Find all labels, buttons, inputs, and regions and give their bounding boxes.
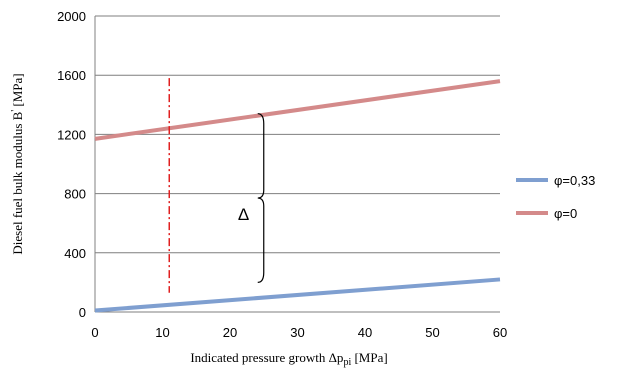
y-axis-title-unit: [MPa] [10, 73, 25, 109]
x-tick-label: 30 [290, 325, 304, 340]
y-tick-label: 1600 [57, 68, 86, 83]
legend-label: φ=0 [554, 206, 577, 221]
x-tick-label: 60 [493, 325, 507, 340]
x-tick-label: 20 [223, 325, 237, 340]
x-tick-label: 10 [155, 325, 169, 340]
series-line-1 [94, 79, 501, 141]
y-axis-title-prime: ' [10, 110, 21, 112]
grid-lines [95, 15, 500, 313]
y-axis-title-main: Diesel fuel bulk modulus B [10, 111, 25, 254]
x-tick-label: 0 [91, 325, 98, 340]
x-tick-label: 50 [425, 325, 439, 340]
y-tick-label: 2000 [57, 9, 86, 24]
legend-label: φ=0,33 [554, 173, 595, 188]
y-tick-label: 0 [79, 305, 86, 320]
x-axis-title-subscript: pi [343, 357, 351, 368]
x-axis-title: Indicated pressure growth Δppi [MPa] [190, 350, 387, 368]
delta-brace [257, 113, 265, 283]
y-tick-label: 400 [64, 246, 86, 261]
y-tick-label: 800 [64, 187, 86, 202]
x-axis-title-unit: [MPa] [351, 350, 387, 365]
x-tick-labels: 0 10 20 30 40 50 60 [91, 325, 507, 340]
series-lines [94, 79, 501, 313]
legend: φ=0,33 φ=0 [516, 173, 595, 221]
delta-annotation: Δ [238, 205, 249, 224]
x-axis-title-main: Indicated pressure growth Δp [190, 350, 343, 365]
y-tick-labels: 0 400 800 1200 1600 2000 [57, 9, 86, 320]
y-axis-title: Diesel fuel bulk modulus B' [MPa] [10, 73, 25, 254]
x-tick-label: 40 [358, 325, 372, 340]
series-line-0 [94, 277, 501, 313]
y-tick-label: 1200 [57, 127, 86, 142]
